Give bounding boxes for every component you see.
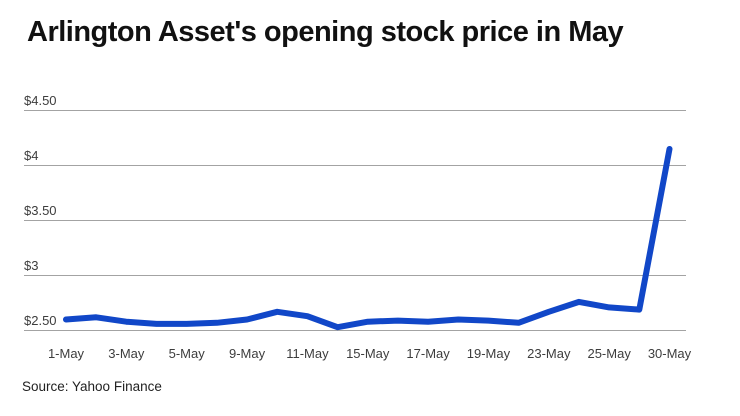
x-tick-label: 1-May (48, 346, 85, 361)
grid-layer (24, 110, 686, 331)
x-tick-label: 25-May (587, 346, 631, 361)
chart-title: Arlington Asset's opening stock price in… (27, 16, 624, 48)
x-tick-label: 15-May (346, 346, 390, 361)
y-tick-label: $3 (24, 258, 38, 273)
x-tick-label: 9-May (229, 346, 266, 361)
x-tick-label: 3-May (108, 346, 145, 361)
y-tick-label: $2.50 (24, 313, 57, 328)
x-tick-label: 5-May (169, 346, 206, 361)
x-tick-label: 19-May (467, 346, 511, 361)
y-axis-labels: $2.50 $3 $3.50 $4 $4.50 (24, 93, 57, 328)
x-tick-label: 11-May (286, 346, 329, 361)
source-note: Source: Yahoo Finance (22, 379, 162, 394)
y-tick-label: $3.50 (24, 203, 57, 218)
x-tick-label: 23-May (527, 346, 571, 361)
x-tick-label: 30-May (648, 346, 692, 361)
price-series-line (63, 146, 673, 331)
x-tick-label: 17-May (406, 346, 450, 361)
x-axis-labels: 1-May 3-May 5-May 9-May 11-May 15-May 17-May 19… (48, 346, 692, 361)
y-tick-label: $4.50 (24, 93, 57, 108)
series-layer (63, 146, 673, 331)
y-tick-label: $4 (24, 148, 38, 163)
